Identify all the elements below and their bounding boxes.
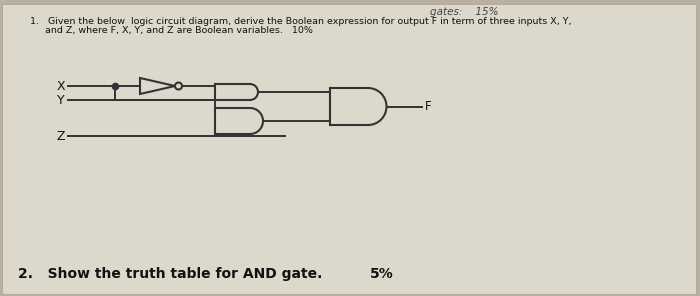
Text: Z: Z <box>57 130 65 142</box>
Text: F: F <box>424 100 431 113</box>
Text: 2.   Show the truth table for AND gate.: 2. Show the truth table for AND gate. <box>18 267 323 281</box>
Text: 5%: 5% <box>370 267 393 281</box>
Text: gates:    15%: gates: 15% <box>430 7 498 17</box>
Text: and Z, where F, X, Y, and Z are Boolean variables.   10%: and Z, where F, X, Y, and Z are Boolean … <box>30 26 313 35</box>
Text: Y: Y <box>57 94 65 107</box>
FancyBboxPatch shape <box>2 4 696 294</box>
Text: 1.   Given the below  logic circuit diagram, derive the Boolean expression for o: 1. Given the below logic circuit diagram… <box>30 17 571 26</box>
Text: X: X <box>57 80 65 92</box>
